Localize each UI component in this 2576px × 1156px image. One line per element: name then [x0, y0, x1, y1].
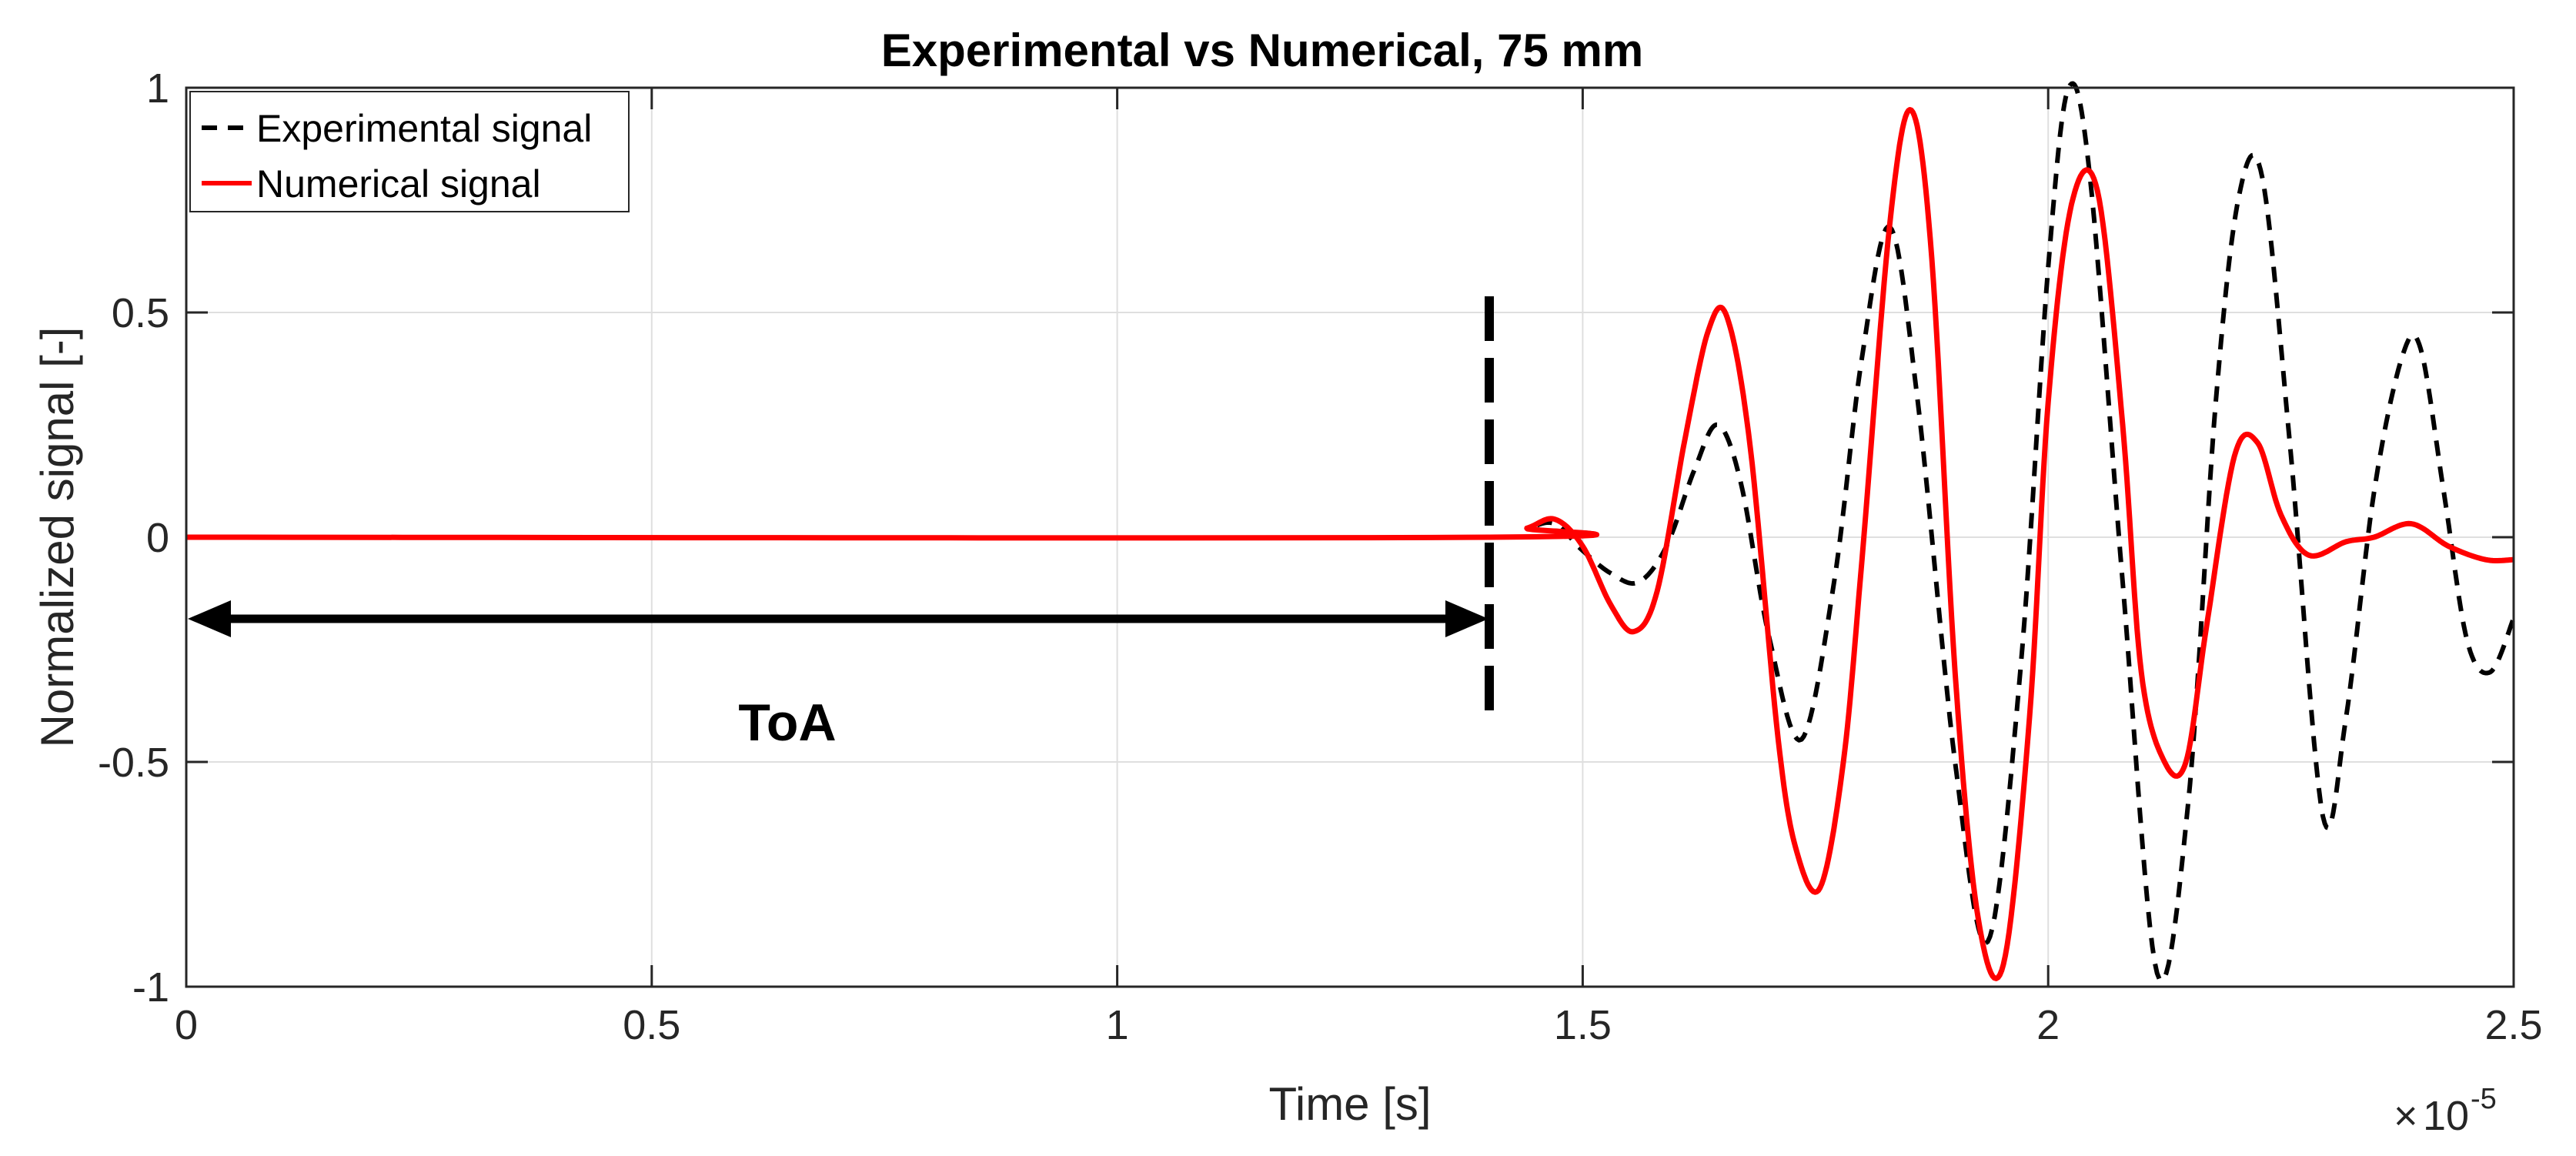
y-tick-label: -1 [132, 964, 169, 1011]
x-exponent-base: 10 [2423, 1093, 2469, 1139]
x-tick-labels: 0 0.5 1 1.5 2 2.5 [175, 1002, 2543, 1048]
toa-arrow-head-left [188, 600, 231, 637]
y-tick-labels: -1 -0.5 0 0.5 1 [98, 65, 169, 1011]
x-exponent-power: -5 [2471, 1083, 2497, 1115]
x-tick-label: 0.5 [623, 1002, 680, 1048]
x-tick-label: 2 [2036, 1002, 2060, 1048]
x-exponent-label: × 10 -5 [2394, 1083, 2497, 1139]
toa-arrow-head-right [1445, 600, 1488, 637]
x-tick-label: 1.5 [1554, 1002, 1612, 1048]
legend: Experimental signal Numerical signal [189, 91, 630, 212]
toa-annotation: ToA [188, 296, 1494, 752]
legend-experimental-label: Experimental signal [256, 107, 592, 150]
y-tick-label: 0.5 [112, 290, 169, 336]
plot-frame [185, 86, 2515, 988]
x-tick-label: 0 [175, 1002, 198, 1048]
chart-title: Experimental vs Numerical, 75 mm [881, 25, 1643, 76]
series-layer [186, 81, 2516, 984]
x-axis-label: Time [s] [1268, 1078, 1431, 1130]
numerical-signal-line [186, 107, 2516, 981]
y-tick-label: 1 [146, 65, 169, 112]
y-tick-label: 0 [146, 515, 169, 561]
x-tick-label: 1 [1106, 1002, 1129, 1048]
toa-label: ToA [738, 693, 836, 752]
x-exponent-symbol: × [2394, 1093, 2418, 1139]
y-tick-label: -0.5 [98, 740, 169, 786]
x-tick-label: 2.5 [2484, 1002, 2542, 1048]
experimental-signal-line [186, 81, 2516, 984]
legend-numerical-label: Numerical signal [256, 162, 541, 205]
legend-box [189, 91, 630, 212]
y-axis-label: Normalized signal [-] [32, 327, 83, 748]
